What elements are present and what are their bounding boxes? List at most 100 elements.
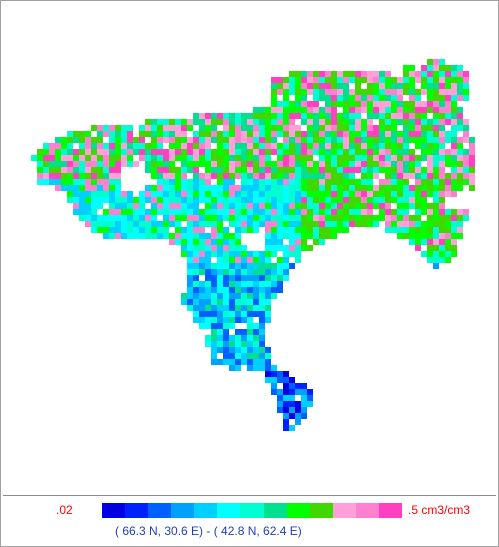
map-cell: [229, 143, 235, 149]
map-cell: [469, 161, 475, 167]
map-cell: [205, 173, 211, 179]
map-cell: [433, 239, 439, 245]
map-cell: [319, 155, 325, 161]
map-cell: [265, 359, 271, 365]
map-cell: [343, 179, 349, 185]
map-cell: [253, 137, 259, 143]
map-cell: [163, 179, 169, 185]
map-cell: [343, 209, 349, 215]
map-cell: [415, 101, 421, 107]
map-cell: [439, 71, 445, 77]
map-cell: [145, 155, 151, 161]
map-cell: [385, 119, 391, 125]
map-cell: [277, 173, 283, 179]
map-cell: [199, 257, 205, 263]
map-cell: [277, 77, 283, 83]
map-cell: [223, 167, 229, 173]
map-cell: [205, 197, 211, 203]
map-cell: [289, 239, 295, 245]
map-cell: [277, 269, 283, 275]
map-cell: [301, 119, 307, 125]
map-cell: [139, 131, 145, 137]
map-cell: [229, 125, 235, 131]
map-cell: [457, 119, 463, 125]
map-cell: [265, 353, 271, 359]
map-cell: [247, 347, 253, 353]
map-cell: [175, 137, 181, 143]
map-cell: [73, 167, 79, 173]
map-cell: [205, 185, 211, 191]
map-cell: [343, 77, 349, 83]
map-cell: [397, 197, 403, 203]
map-cell: [457, 71, 463, 77]
map-cell: [163, 197, 169, 203]
map-cell: [241, 203, 247, 209]
map-cell: [229, 221, 235, 227]
map-cell: [307, 143, 313, 149]
map-cell: [415, 143, 421, 149]
map-cell: [391, 173, 397, 179]
map-cell: [289, 89, 295, 95]
map-cell: [49, 143, 55, 149]
map-cell: [247, 299, 253, 305]
map-cell: [379, 179, 385, 185]
map-cell: [235, 287, 241, 293]
map-cell: [451, 167, 457, 173]
map-cell: [295, 137, 301, 143]
map-cell: [247, 263, 253, 269]
map-cell: [355, 203, 361, 209]
map-cell: [283, 119, 289, 125]
map-cell: [169, 203, 175, 209]
map-cell: [313, 233, 319, 239]
map-cell: [445, 215, 451, 221]
map-cell: [223, 239, 229, 245]
legend-swatch: [332, 503, 356, 518]
map-cell: [289, 119, 295, 125]
map-cell: [379, 197, 385, 203]
map-cell: [193, 191, 199, 197]
map-cell: [175, 173, 181, 179]
map-cell: [361, 131, 367, 137]
map-cell: [229, 311, 235, 317]
map-cell: [373, 161, 379, 167]
map-cell: [271, 173, 277, 179]
map-cell: [367, 107, 373, 113]
map-cell: [331, 155, 337, 161]
map-cell: [277, 401, 283, 407]
map-cell: [367, 179, 373, 185]
map-cell: [241, 125, 247, 131]
map-cell: [415, 209, 421, 215]
map-cell: [343, 137, 349, 143]
map-cell: [127, 137, 133, 143]
map-cell: [325, 77, 331, 83]
map-cell: [265, 143, 271, 149]
map-cell: [199, 191, 205, 197]
map-cell: [445, 233, 451, 239]
map-cell: [301, 203, 307, 209]
map-cell: [415, 77, 421, 83]
map-cell: [283, 155, 289, 161]
map-cell: [325, 83, 331, 89]
map-cell: [409, 65, 415, 71]
map-cell: [283, 395, 289, 401]
map-cell: [157, 155, 163, 161]
map-cell: [439, 209, 445, 215]
map-cell: [247, 143, 253, 149]
map-cell: [193, 203, 199, 209]
map-cell: [241, 335, 247, 341]
map-cell: [187, 281, 193, 287]
map-cell: [319, 137, 325, 143]
map-cell: [79, 155, 85, 161]
map-cell: [223, 299, 229, 305]
map-cell: [265, 347, 271, 353]
map-cell: [247, 131, 253, 137]
map-cell: [289, 131, 295, 137]
map-cell: [229, 239, 235, 245]
map-cell: [193, 287, 199, 293]
map-cell: [121, 125, 127, 131]
map-cell: [223, 269, 229, 275]
map-cell: [79, 191, 85, 197]
map-cell: [121, 209, 127, 215]
map-cell: [229, 197, 235, 203]
map-cell: [463, 215, 469, 221]
